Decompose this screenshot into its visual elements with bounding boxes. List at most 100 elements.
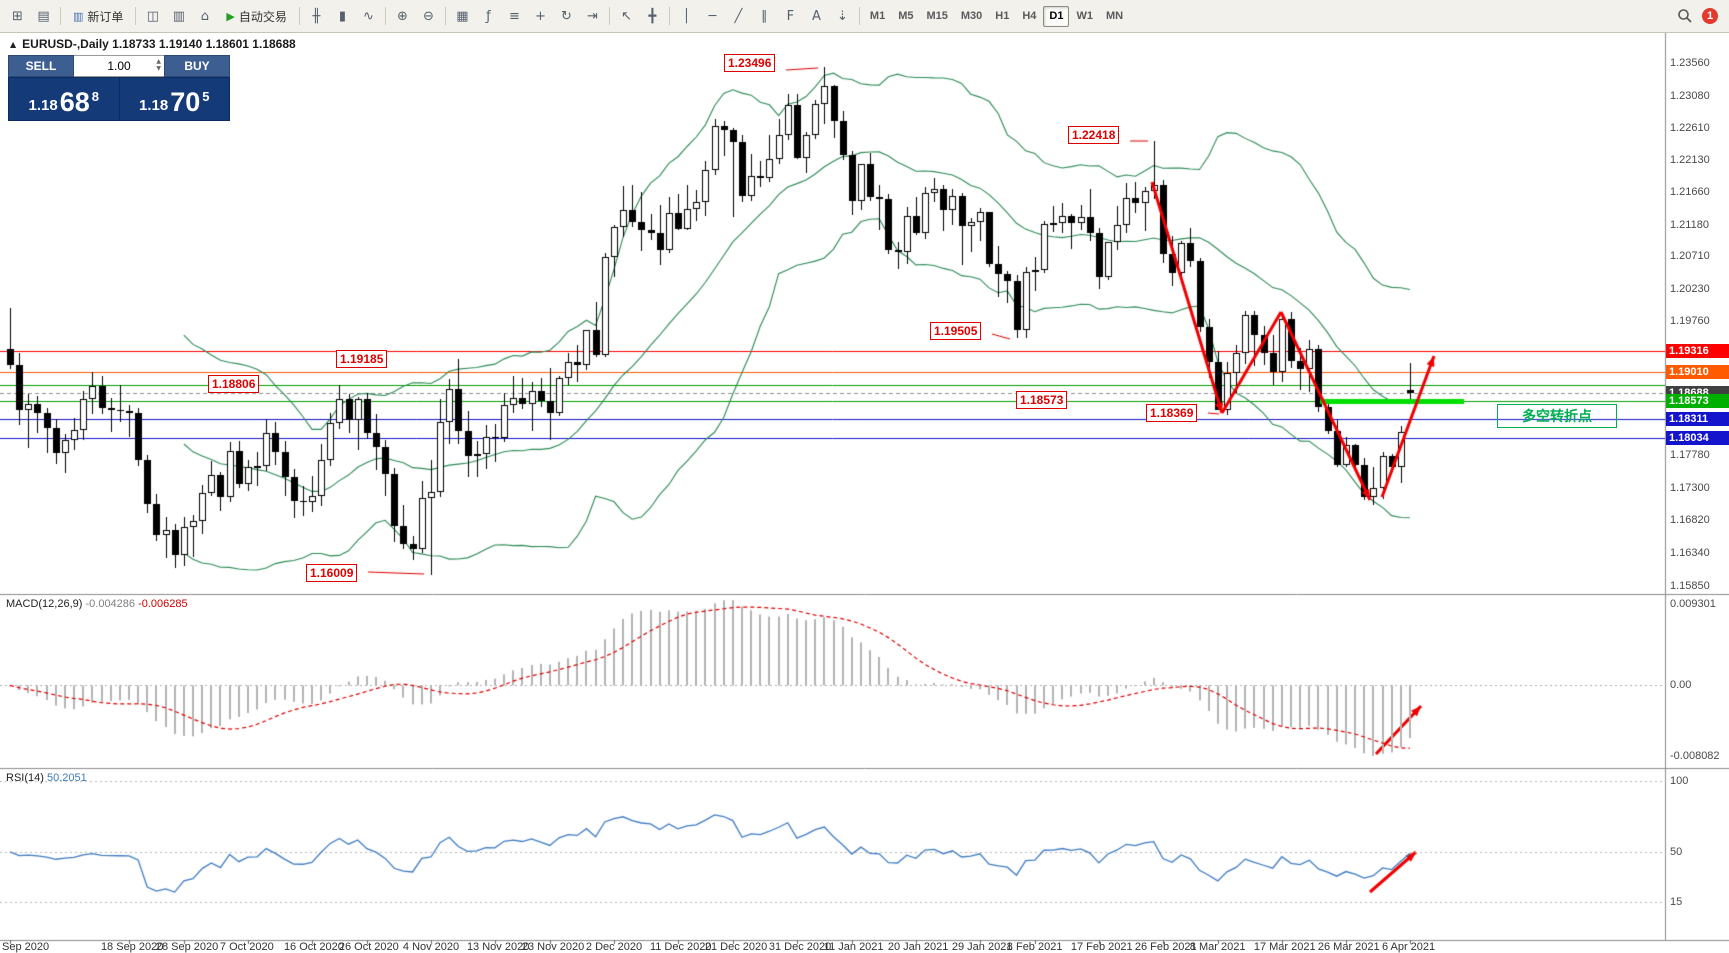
fibonacci-icon[interactable]: F [786, 8, 795, 24]
zoom-out-icon[interactable]: ⊖ [422, 8, 434, 24]
new-chart-icon[interactable]: ⊞ [12, 8, 23, 24]
volume-stepper[interactable]: ▲ ▼ [156, 59, 161, 72]
symbol-title: ▲ EURUSD-,Daily 1.18733 1.19140 1.18601 … [10, 37, 296, 51]
timeframe-d1[interactable]: D1 [1043, 5, 1070, 27]
new-order-icon: ▥ [73, 9, 84, 23]
macd-axis-tick: -0.008082 [1670, 750, 1720, 763]
data-window-icon[interactable]: ▥ [172, 8, 186, 24]
price-axis-tick: 1.21180 [1670, 218, 1709, 231]
price-level-tag: 1.18573 [1666, 394, 1729, 408]
price-axis-tick: 1.23560 [1670, 57, 1710, 70]
price-callout: 1.18369 [1146, 404, 1198, 422]
volume-down-icon[interactable]: ▼ [156, 65, 161, 72]
line-chart-icon[interactable]: ∿ [362, 8, 374, 24]
search-icon[interactable] [1677, 8, 1693, 24]
new-order-button-label: 新订单 [87, 9, 124, 24]
sell-price-button[interactable]: 1.18 68 8 [9, 78, 119, 120]
toolbar-separator [444, 7, 446, 25]
annotation-note-box: 多空转折点 [1497, 404, 1617, 428]
price-level-tag: 1.18034 [1666, 431, 1729, 445]
price-callout: 1.19505 [930, 322, 982, 340]
add-indicator-icon[interactable]: + [534, 8, 546, 24]
price-axis-tick: 1.19760 [1670, 314, 1710, 327]
date-axis-tick: 11 Dec 2020 [649, 941, 712, 953]
buy-price-button[interactable]: 1.18 70 5 [118, 78, 230, 120]
toolbar-right-group: 1 [1677, 8, 1724, 24]
macd-name: MACD(12,26,9) [6, 598, 83, 610]
rsi-axis-tick: 100 [1670, 774, 1689, 787]
bar-chart-icon[interactable]: ╫ [312, 8, 321, 24]
volume-up-icon[interactable]: ▲ [156, 58, 161, 65]
sell-button[interactable]: SELL [8, 55, 74, 77]
buy-button[interactable]: BUY [164, 55, 230, 77]
candlestick-chart-icon[interactable]: ▮ [338, 8, 346, 24]
market-watch-icon[interactable]: ◫ [146, 8, 160, 24]
price-callout: 1.18573 [1016, 391, 1068, 409]
navigator-icon[interactable]: ⌂ [200, 8, 210, 24]
price-axis-tick: 1.21660 [1670, 185, 1710, 198]
price-level-tag: 1.19010 [1666, 365, 1729, 379]
vertical-line-icon[interactable]: │ [682, 8, 691, 24]
toolbar: ⊞ ▤ ▥ 新订单 ◫ ▥ ⌂ ▶ 自动交易 ╫ ▮ ∿ ⊕ ⊖ ▦ ƒ ≡ + ↻ ⇥ ↖ ╋ │ ─ ╱ ∥ F A ⇣ M1 M5 M1… [0, 0, 1729, 33]
horizontal-line-icon[interactable]: ─ [708, 8, 717, 24]
buy-price-big: 70 [170, 87, 201, 117]
rsi-axis-tick: 50 [1670, 845, 1683, 858]
price-axis-tick: 1.16820 [1670, 514, 1710, 527]
macd-main-value: -0.004286 [85, 598, 136, 610]
date-axis-tick: Sep 2020 [2, 941, 50, 953]
date-axis-tick: 8 Feb 2021 [1006, 941, 1063, 953]
crosshair-icon[interactable]: ╋ [648, 8, 657, 24]
timeframe-mn[interactable]: MN [1105, 9, 1124, 22]
one-click-panel-toggle-icon[interactable]: ▲ [10, 39, 17, 49]
autotrading-button[interactable]: ▶ 自动交易 [218, 4, 294, 29]
date-axis-tick: 8 Mar 2021 [1189, 941, 1246, 953]
trendline-icon[interactable]: ╱ [734, 8, 743, 24]
toolbar-separator [668, 7, 670, 25]
timeframe-m15[interactable]: M15 [926, 9, 948, 22]
chart-shift-icon[interactable]: ⇥ [586, 8, 598, 24]
date-axis-tick: 21 Dec 2020 [704, 941, 768, 953]
date-axis-tick: 26 Oct 2020 [338, 941, 399, 953]
cursor-icon[interactable]: ↖ [620, 8, 632, 24]
sell-price-big: 68 [59, 87, 90, 117]
new-order-button[interactable]: ▥ 新订单 [65, 4, 131, 29]
rsi-value: 50.2051 [46, 772, 87, 784]
notification-badge[interactable]: 1 [1702, 8, 1718, 24]
price-callout: 1.22418 [1068, 126, 1120, 144]
timeframe-h1[interactable]: H1 [995, 9, 1010, 22]
indicators-icon[interactable]: ƒ [486, 8, 491, 24]
price-axis-tick: 1.23080 [1670, 89, 1710, 102]
timeframe-m5[interactable]: M5 [898, 9, 914, 22]
arrows-icon[interactable]: ⇣ [836, 8, 848, 24]
profiles-icon[interactable]: ▤ [37, 8, 50, 24]
date-axis-tick: 13 Nov 2020 [466, 941, 530, 953]
price-callout: 1.23496 [724, 54, 776, 72]
date-axis-tick: 17 Feb 2021 [1070, 941, 1133, 953]
date-axis-tick: 20 Jan 2021 [887, 941, 949, 953]
channel-icon[interactable]: ∥ [761, 8, 768, 24]
volume-input[interactable]: 1.00 ▲ ▼ [74, 55, 164, 77]
toolbar-separator [608, 7, 610, 25]
date-axis-tick: 23 Nov 2020 [521, 941, 585, 953]
timeframe-h4[interactable]: H4 [1022, 9, 1037, 22]
timeframe-m30[interactable]: M30 [960, 9, 983, 22]
price-callout: 1.16009 [306, 564, 358, 582]
note-text: 多空转折点 [1522, 408, 1592, 424]
buy-price-prefix: 1.18 [139, 97, 169, 114]
date-axis-tick: 6 Apr 2021 [1381, 941, 1436, 953]
price-axis-tick: 1.20230 [1670, 282, 1710, 295]
zoom-in-icon[interactable]: ⊕ [396, 8, 408, 24]
price-axis-tick: 1.17780 [1670, 449, 1710, 462]
macd-pane-label: MACD(12,26,9) -0.004286 -0.006285 [6, 598, 188, 610]
timeframe-m1[interactable]: M1 [869, 9, 886, 22]
price-axis-tick: 1.22610 [1670, 121, 1710, 134]
auto-scroll-icon[interactable]: ↻ [560, 8, 572, 24]
tile-windows-icon[interactable]: ▦ [456, 8, 469, 24]
objects-list-icon[interactable]: ≡ [508, 8, 520, 24]
text-icon[interactable]: A [811, 8, 821, 24]
date-axis-tick: 18 Sep 2020 [100, 941, 164, 953]
timeframe-w1[interactable]: W1 [1076, 9, 1093, 22]
date-axis-tick: 28 Sep 2020 [155, 941, 219, 953]
